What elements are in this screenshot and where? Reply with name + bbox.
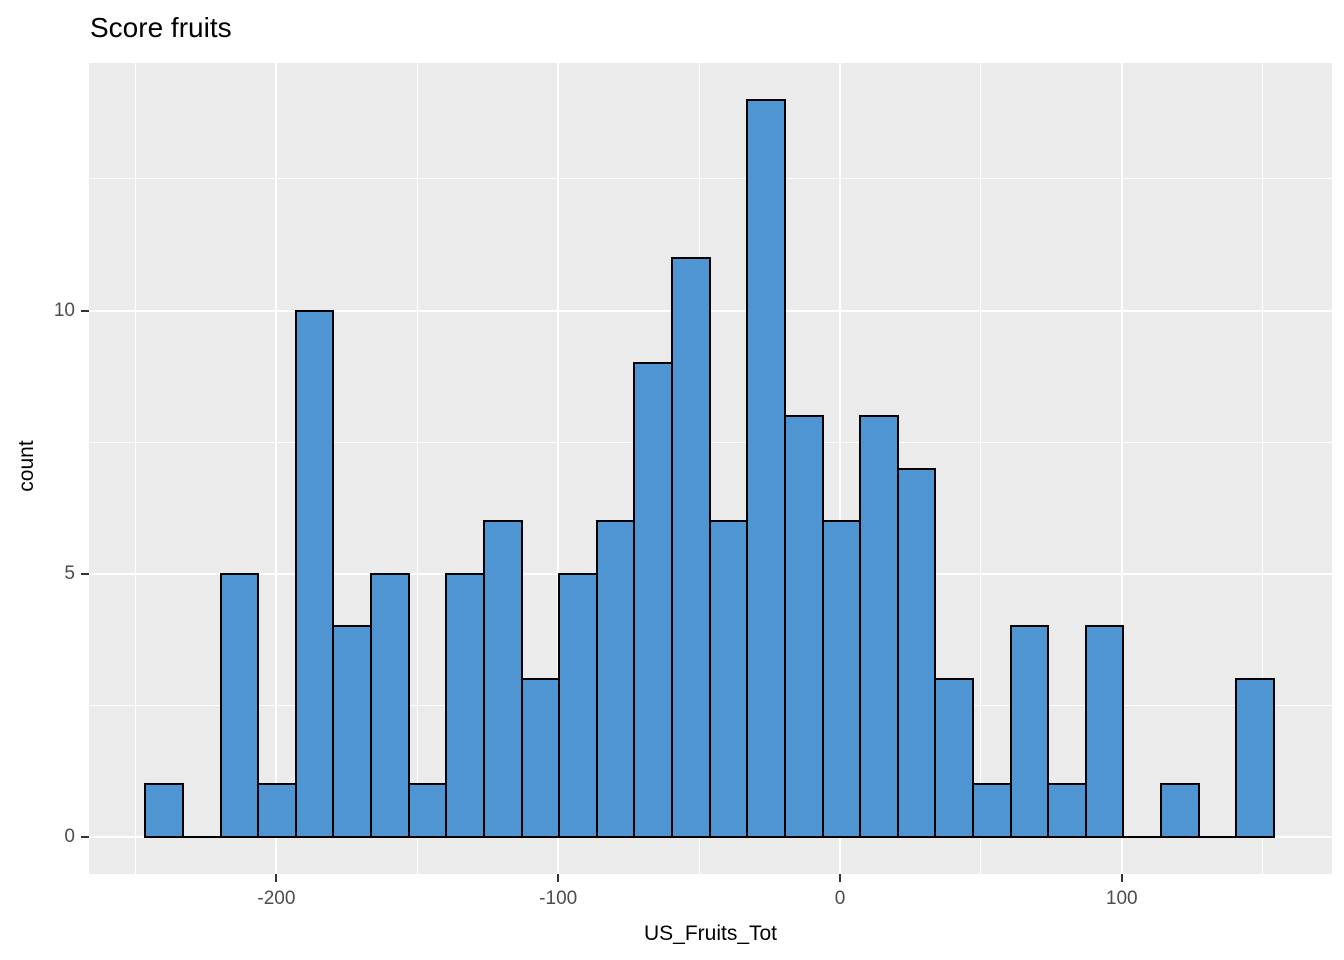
- x-tick-label: 100: [1105, 888, 1138, 909]
- y-tick-label: 10: [53, 299, 75, 321]
- histogram-bar: [783, 414, 824, 839]
- histogram-bar: [445, 572, 485, 839]
- histogram-bar: [671, 256, 711, 839]
- histogram-bar: [294, 309, 335, 839]
- histogram-bar: [859, 414, 899, 839]
- y-tick-mark: [81, 836, 89, 839]
- histogram-bar: [1084, 625, 1125, 839]
- histogram-bar: [746, 98, 786, 839]
- y-tick-label: 0: [64, 826, 75, 848]
- histogram-bar: [821, 520, 862, 839]
- histogram-bar: [934, 678, 974, 839]
- minor-gridline-x: [134, 63, 136, 874]
- histogram-bar: [1009, 625, 1050, 839]
- x-tick-mark: [1120, 874, 1123, 882]
- x-tick-label: -100: [539, 888, 578, 909]
- minor-gridline-y: [89, 178, 1332, 180]
- x-tick-mark: [838, 874, 841, 882]
- major-gridline-x: [1120, 63, 1123, 874]
- major-gridline-x: [275, 63, 278, 874]
- histogram-bar: [1160, 783, 1200, 839]
- histogram-bar: [971, 783, 1012, 839]
- histogram-bar: [219, 572, 260, 839]
- major-gridline-x: [557, 63, 560, 874]
- histogram-bar: [407, 783, 448, 839]
- x-tick-mark: [557, 874, 560, 882]
- y-axis-title: count: [15, 440, 38, 492]
- x-tick-label: -200: [257, 888, 296, 909]
- x-tick-label: 0: [834, 888, 846, 909]
- histogram-bar: [370, 572, 410, 839]
- minor-gridline-x: [980, 63, 982, 874]
- histogram-bar: [1047, 783, 1087, 839]
- histogram-bar: [332, 625, 373, 839]
- minor-gridline-x: [416, 63, 418, 874]
- histogram-bar: [257, 783, 297, 839]
- plot-title: Score fruits: [90, 12, 232, 43]
- histogram-bar: [482, 520, 523, 839]
- histogram-bar: [144, 783, 184, 839]
- x-tick-mark: [275, 874, 278, 882]
- major-gridline-x: [838, 63, 841, 874]
- x-axis-title: US_Fruits_Tot: [643, 922, 778, 945]
- histogram-bar: [1235, 678, 1275, 839]
- minor-gridline-x: [1262, 63, 1264, 874]
- plot-panel: [89, 63, 1332, 874]
- y-tick-label: 5: [64, 562, 75, 584]
- histogram-baseline: [144, 836, 1275, 839]
- histogram-bar: [520, 678, 561, 839]
- histogram-bar: [896, 467, 937, 839]
- y-tick-mark: [81, 309, 89, 312]
- histogram-bar: [558, 572, 598, 839]
- histogram-bar: [595, 520, 636, 839]
- histogram-bar: [708, 520, 749, 839]
- histogram-bar: [633, 362, 674, 839]
- y-tick-mark: [81, 572, 89, 575]
